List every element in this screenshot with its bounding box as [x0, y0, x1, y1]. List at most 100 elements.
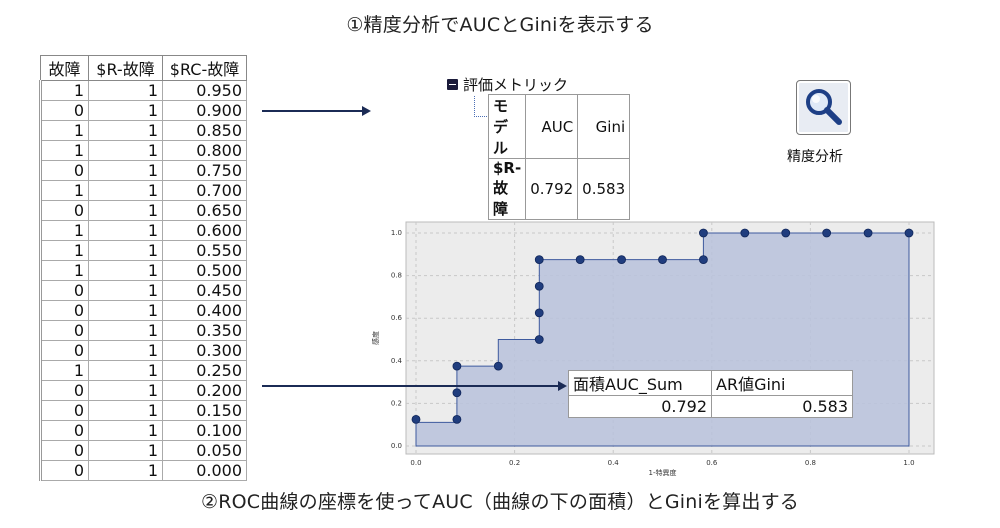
fault-cell[interactable]: 0 [39, 380, 89, 401]
predicted-cell[interactable]: 1 [88, 140, 163, 161]
confidence-cell[interactable]: 0.600 [162, 220, 247, 241]
fault-cell[interactable]: 0 [39, 420, 89, 441]
table-row[interactable]: 1 1 0.550 [39, 240, 247, 261]
table-row[interactable]: 0 1 0.000 [39, 460, 247, 481]
predicted-cell[interactable]: 1 [88, 80, 163, 101]
roc-point [658, 255, 667, 265]
table-row[interactable]: 0 1 0.750 [39, 160, 247, 181]
confidence-cell[interactable]: 0.400 [162, 300, 247, 321]
confidence-cell[interactable]: 0.800 [162, 140, 247, 161]
table-row[interactable]: 1 1 0.800 [39, 140, 247, 161]
table-row[interactable]: 1 1 0.950 [39, 80, 247, 101]
y-tick-label: 0.6 [391, 314, 403, 322]
confidence-cell[interactable]: 0.250 [162, 360, 247, 381]
table-row[interactable]: 0 1 0.400 [39, 300, 247, 321]
predicted-cell[interactable]: 1 [88, 240, 163, 261]
column-header-predicted[interactable]: $R-故障 [88, 55, 163, 81]
roc-point [534, 255, 544, 265]
predicted-cell[interactable]: 1 [88, 460, 163, 481]
confidence-cell[interactable]: 0.850 [162, 120, 247, 141]
confidence-cell[interactable]: 0.200 [162, 380, 247, 401]
table-row[interactable]: 0 1 0.450 [39, 280, 247, 301]
fault-cell[interactable]: 0 [39, 460, 89, 481]
confidence-cell[interactable]: 0.150 [162, 400, 247, 421]
table-row[interactable]: 1 1 0.700 [39, 180, 247, 201]
table-row[interactable]: 0 1 0.150 [39, 400, 247, 421]
column-header-fault[interactable]: 故障 [40, 55, 89, 81]
fault-cell[interactable]: 0 [39, 440, 89, 461]
confidence-cell[interactable]: 0.000 [162, 460, 247, 481]
analysis-tool-label: 精度分析 [787, 149, 843, 165]
confidence-cell[interactable]: 0.700 [162, 180, 247, 201]
fault-cell[interactable]: 1 [39, 120, 89, 141]
x-tick-label: 1.0 [903, 459, 914, 467]
fault-cell[interactable]: 0 [39, 340, 89, 361]
analysis-tool-button[interactable] [796, 80, 851, 135]
table-row[interactable]: 0 1 0.900 [39, 100, 247, 121]
predicted-cell[interactable]: 1 [88, 200, 163, 221]
predicted-cell[interactable]: 1 [88, 440, 163, 461]
table-row[interactable]: 1 1 0.500 [39, 260, 247, 281]
predicted-cell[interactable]: 1 [88, 320, 163, 341]
gini-value: 0.583 [711, 395, 853, 418]
predicted-cell[interactable]: 1 [88, 260, 163, 281]
fault-cell[interactable]: 0 [39, 200, 89, 221]
fault-cell[interactable]: 0 [39, 320, 89, 341]
x-tick-label: 0.0 [410, 459, 421, 467]
table-row[interactable]: 0 1 0.200 [39, 380, 247, 401]
fault-cell[interactable]: 1 [39, 180, 89, 201]
table-row[interactable]: 0 1 0.300 [39, 340, 247, 361]
table-row[interactable]: 1 1 0.250 [39, 360, 247, 381]
column-header-confidence[interactable]: $RC-故障 [162, 55, 247, 81]
table-row[interactable]: 0 1 0.100 [39, 420, 247, 441]
confidence-cell[interactable]: 0.500 [162, 260, 247, 281]
confidence-cell[interactable]: 0.300 [162, 340, 247, 361]
confidence-cell[interactable]: 0.900 [162, 100, 247, 121]
fault-cell[interactable]: 0 [39, 280, 89, 301]
predicted-cell[interactable]: 1 [88, 420, 163, 441]
confidence-cell[interactable]: 0.750 [162, 160, 247, 181]
predicted-cell[interactable]: 1 [88, 360, 163, 381]
fault-cell[interactable]: 0 [39, 300, 89, 321]
fault-cell[interactable]: 0 [39, 160, 89, 181]
fault-cell[interactable]: 1 [39, 260, 89, 281]
confidence-cell[interactable]: 0.100 [162, 420, 247, 441]
predicted-cell[interactable]: 1 [88, 180, 163, 201]
predicted-cell[interactable]: 1 [88, 160, 163, 181]
metrics-model-name: $R-故障 [487, 158, 527, 220]
table-row[interactable]: 0 1 0.650 [39, 200, 247, 221]
fault-cell[interactable]: 0 [39, 400, 89, 421]
fault-cell[interactable]: 1 [39, 80, 89, 101]
roc-point [452, 361, 462, 371]
fault-cell[interactable]: 0 [39, 100, 89, 121]
confidence-cell[interactable]: 0.350 [162, 320, 247, 341]
confidence-cell[interactable]: 0.650 [162, 200, 247, 221]
table-row[interactable]: 0 1 0.350 [39, 320, 247, 341]
confidence-cell[interactable]: 0.450 [162, 280, 247, 301]
predicted-cell[interactable]: 1 [88, 400, 163, 421]
predicted-cell[interactable]: 1 [88, 280, 163, 301]
fault-cell[interactable]: 1 [39, 140, 89, 161]
predicted-cell[interactable]: 1 [88, 100, 163, 121]
predicted-cell[interactable]: 1 [88, 220, 163, 241]
table-row[interactable]: 1 1 0.600 [39, 220, 247, 241]
section-caption: ②ROC曲線の座標を使ってAUC（曲線の下の面積）とGiniを算出する [200, 491, 799, 513]
fault-cell[interactable]: 1 [39, 240, 89, 261]
fault-cell[interactable]: 1 [39, 220, 89, 241]
table-row[interactable]: 1 1 0.850 [39, 120, 247, 141]
roc-chart: 0.0 0.2 0.4 0.6 0.8 1.0 0.0 0.2 0.4 0.6 0.8 1.0 1-特異… [371, 221, 935, 476]
roc-point [904, 228, 914, 238]
roc-point [699, 255, 708, 265]
fault-cell[interactable]: 1 [39, 360, 89, 381]
table-row[interactable]: 0 1 0.050 [39, 440, 247, 461]
predicted-cell[interactable]: 1 [88, 340, 163, 361]
y-axis-label: 感度 [371, 331, 380, 345]
confidence-cell[interactable]: 0.550 [162, 240, 247, 261]
predicted-cell[interactable]: 1 [88, 120, 163, 141]
predicted-cell[interactable]: 1 [88, 380, 163, 401]
collapse-toggle-icon[interactable] [447, 79, 458, 90]
predicted-cell[interactable]: 1 [88, 300, 163, 321]
confidence-cell[interactable]: 0.050 [162, 440, 247, 461]
page-title: ①精度分析でAUCとGiniを表示する [346, 14, 654, 36]
confidence-cell[interactable]: 0.950 [162, 80, 247, 101]
